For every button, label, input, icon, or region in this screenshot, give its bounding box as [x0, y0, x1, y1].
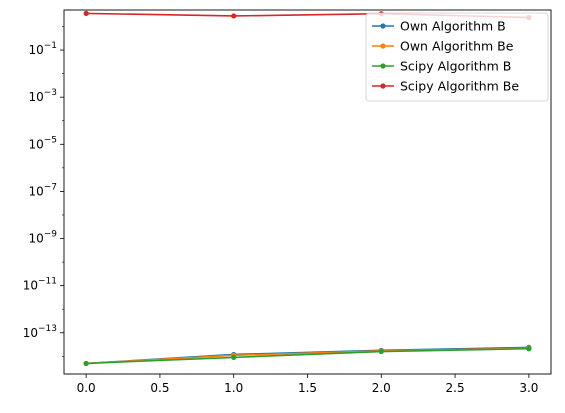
x-tick-label: 2.0	[372, 381, 391, 395]
legend-marker	[380, 83, 385, 88]
legend-label: Own Algorithm Be	[400, 39, 514, 54]
data-point	[84, 361, 89, 366]
x-tick-label: 3.0	[519, 381, 538, 395]
x-tick-label: 0.0	[77, 381, 96, 395]
legend-marker	[380, 63, 385, 68]
data-point	[84, 11, 89, 16]
data-point	[526, 346, 531, 351]
legend-marker	[380, 43, 385, 48]
legend-label: Scipy Algorithm B	[400, 59, 511, 74]
legend-marker	[380, 23, 385, 28]
x-tick-label: 0.5	[150, 381, 169, 395]
legend: Own Algorithm B Own Algorithm Be Scipy Alg…	[366, 13, 548, 101]
data-point	[231, 355, 236, 360]
legend-label: Own Algorithm B	[400, 19, 506, 34]
legend-label: Scipy Algorithm Be	[400, 79, 519, 94]
data-point	[379, 349, 384, 354]
x-tick-label: 1.5	[298, 381, 317, 395]
x-tick-label: 2.5	[446, 381, 465, 395]
data-point	[231, 13, 236, 18]
x-tick-label: 1.0	[224, 381, 243, 395]
